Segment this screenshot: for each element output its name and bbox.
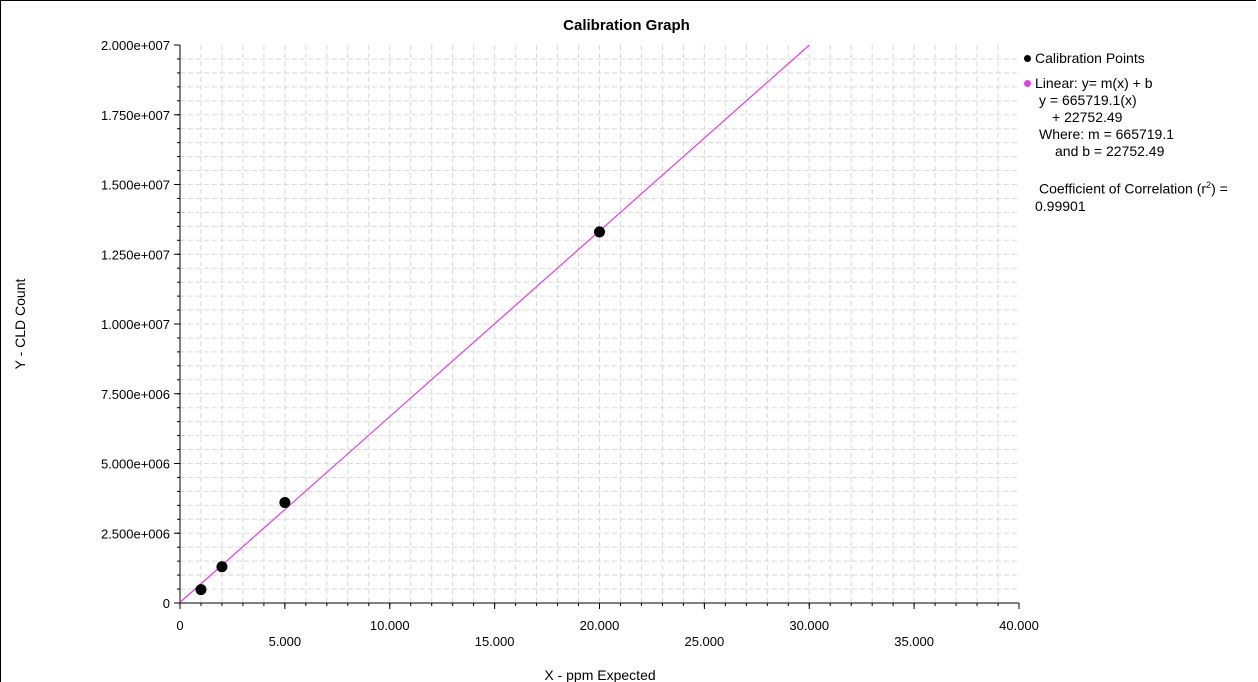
x-tick-label: 30.000	[789, 618, 829, 633]
y-tick-label: 7.500e+006	[101, 387, 170, 402]
legend-coefficient-text: Coefficient of Correlation (r	[1039, 180, 1207, 197]
y-tick-label: 2.500e+006	[101, 526, 170, 541]
legend-coefficient-suffix: ) =	[1211, 180, 1228, 197]
legend-item-linear[interactable]: Linear: y= m(x) + b	[1024, 75, 1258, 92]
y-tick-label: 1.250e+007	[101, 247, 170, 262]
x-tick-label: 25.000	[684, 634, 724, 649]
legend-item-calibration-points[interactable]: Calibration Points	[1024, 50, 1258, 67]
legend-marker-calibration-points	[1024, 55, 1031, 62]
x-tick-label: 20.000	[580, 618, 620, 633]
linear-fit-line	[179, 44, 810, 603]
legend-and-line: and b = 22752.49	[1055, 143, 1165, 159]
y-tick-label: 1.750e+007	[101, 108, 170, 123]
chart-title: Calibration Graph	[563, 17, 690, 34]
calibration-point	[195, 584, 207, 596]
x-axis-label: X - ppm Expected	[544, 667, 655, 682]
x-tick-label: 10.000	[370, 618, 410, 633]
chart-legend: Calibration Points Linear: y= m(x) + b y…	[1024, 50, 1258, 215]
y-tick-label: 0	[163, 596, 170, 611]
y-tick-label: 1.500e+007	[101, 178, 170, 193]
calibration-point	[216, 561, 228, 573]
x-tick-label: 5.000	[269, 634, 302, 649]
legend-coefficient-value: 0.99901	[1035, 197, 1086, 214]
legend-equation-line1: y = 665719.1(x)	[1039, 92, 1137, 108]
calibration-point	[594, 226, 605, 238]
y-axis-label: Y - CLD Count	[12, 278, 28, 369]
y-tick-label: 1.000e+007	[101, 317, 170, 332]
calibration-point	[279, 497, 291, 509]
legend-coefficient-label: Coefficient of Correlation (r2) =	[1024, 177, 1258, 198]
legend-label-calibration-points: Calibration Points	[1035, 50, 1145, 66]
y-tick-label: 5.000e+006	[101, 457, 170, 472]
y-tick-label: 2.000e+007	[101, 38, 170, 53]
legend-equation-line2: + 22752.49	[1052, 109, 1123, 125]
legend-label-linear: Linear: y= m(x) + b	[1035, 75, 1153, 91]
legend-coefficient-superscript: 2	[1206, 180, 1212, 190]
x-tick-label: 35.000	[894, 634, 934, 649]
legend-where-line: Where: m = 665719.1	[1039, 126, 1175, 142]
x-tick-label: 15.000	[475, 634, 515, 649]
x-tick-label: 0	[176, 618, 183, 633]
legend-marker-linear	[1024, 80, 1031, 87]
x-tick-label: 40.000	[999, 618, 1039, 633]
